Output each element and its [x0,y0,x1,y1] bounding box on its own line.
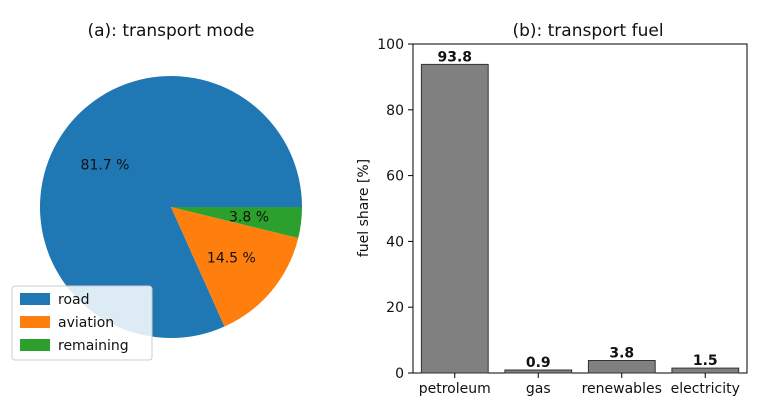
x-tick-label-gas: gas [526,381,551,397]
pie-slice-road [40,75,303,338]
y-tick-label: 60 [386,169,404,185]
x-axis: petroleum gas renewables electricity [419,373,740,397]
pie-labels: 81.7 % 14.5 % 3.8 % [81,157,269,266]
bar-petroleum [420,63,489,374]
pie-pct-label-remaining: 3.8 % [229,209,269,225]
bar-renewables [587,360,656,374]
pie-legend: road aviation remaining [11,285,153,361]
x-tick-label-electricity: electricity [671,381,740,397]
bar-value-labels: 93.8 0.9 3.8 1.5 [437,49,717,371]
x-tick-label-renewables: renewables [582,381,662,397]
pie-pct-label-road: 81.7 % [81,157,130,173]
y-tick-label: 0 [395,366,404,382]
pie-slice-remaining [171,207,302,238]
legend-label-road: road [58,292,89,308]
legend-swatch-road [20,293,50,305]
pie-slices [40,75,303,338]
y-tick-label: 20 [386,300,404,316]
legend-swatch-aviation [20,316,50,328]
y-axis: 0 20 40 60 80 100 [377,37,413,382]
pie-slice-aviation [171,207,299,327]
plot-frame [412,43,748,374]
bar-value-label-renewables: 3.8 [609,346,634,362]
bar-title: (b): transport fuel [512,21,663,41]
pie-title: (a): transport mode [88,21,255,41]
legend-label-aviation: aviation [58,315,114,331]
bar-value-label-electricity: 1.5 [693,353,718,369]
legend-label-remaining: remaining [58,338,129,354]
legend-swatch-remaining [20,339,50,351]
y-tick-label: 80 [386,103,404,119]
y-tick-label: 100 [377,37,404,53]
y-axis-label: fuel share [%] [356,159,372,257]
bar-value-label-gas: 0.9 [526,355,551,371]
bar-value-label-petroleum: 93.8 [437,49,472,65]
y-tick-label: 40 [386,234,404,250]
pie-pct-label-aviation: 14.5 % [207,250,256,266]
bars [420,63,740,374]
x-tick-label-petroleum: petroleum [419,381,491,397]
